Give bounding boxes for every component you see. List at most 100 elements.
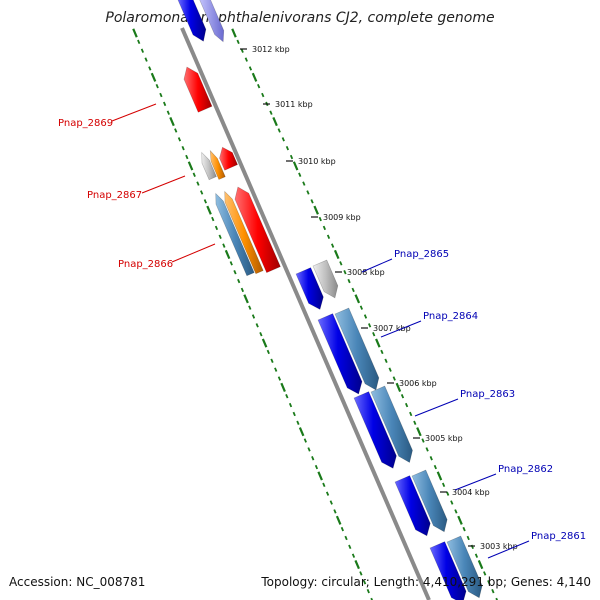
tick-mark — [429, 456, 433, 461]
tick-mark — [441, 482, 446, 488]
gene-arrow — [209, 149, 226, 180]
kbp-label: 3008 kbp — [347, 268, 385, 277]
gene-label: Pnap_2865 — [394, 249, 449, 260]
tick-mark — [395, 382, 402, 392]
tick-mark — [137, 39, 141, 45]
tick-mark — [261, 92, 265, 98]
kbp-label: 3010 kbp — [298, 157, 336, 166]
tick-mark — [477, 559, 484, 570]
tick-mark — [339, 261, 343, 266]
tick-mark — [462, 526, 466, 532]
gene-arrow — [177, 0, 207, 42]
tick-mark — [280, 382, 286, 392]
tick-mark — [313, 205, 319, 215]
tick-mark — [433, 464, 437, 470]
tick-mark — [285, 145, 290, 151]
tick-mark — [307, 447, 311, 452]
tick-mark — [354, 294, 361, 304]
gene-arrow — [353, 391, 397, 469]
genome-summary: Topology: circular; Length: 4,410,291 bp… — [261, 575, 591, 589]
tick-mark — [384, 358, 388, 363]
tick-mark — [495, 597, 498, 600]
tick-mark — [274, 367, 278, 372]
gene-arrow — [199, 0, 225, 43]
tick-mark — [218, 234, 222, 239]
kbp-label: 3012 kbp — [252, 45, 290, 54]
leader-line — [111, 103, 157, 122]
tick-mark — [288, 402, 293, 408]
gene-arrow — [429, 541, 467, 600]
tick-mark — [329, 500, 333, 505]
kbp-scale: 3012 kbp 3011 kbp 3010 kbp 3009 kbp 3008 kbp… — [240, 45, 518, 551]
kbp-label: 3003 kbp — [480, 542, 518, 551]
gene-features — [177, 0, 483, 600]
tick-mark — [351, 553, 356, 558]
tick-mark — [446, 491, 450, 496]
tick-mark — [421, 438, 425, 443]
tick-mark — [240, 287, 244, 293]
tick-mark — [400, 394, 405, 399]
tick-mark — [333, 509, 337, 514]
tick-mark — [251, 72, 258, 82]
tick-mark — [251, 314, 256, 319]
tick-mark — [368, 323, 372, 328]
leader-line — [171, 243, 216, 263]
kbp-label: 3004 kbp — [452, 488, 490, 497]
gene-arrow — [317, 313, 363, 395]
leader-line — [141, 175, 186, 194]
tick-mark — [450, 500, 454, 505]
tick-mark — [224, 249, 231, 260]
tick-mark — [231, 28, 237, 38]
tick-mark — [296, 420, 300, 426]
tick-mark — [150, 72, 157, 82]
tick-mark — [261, 338, 268, 348]
tick-mark — [318, 216, 322, 222]
gene-arrow — [183, 66, 213, 113]
leader-line — [487, 540, 530, 559]
gene-label: Pnap_2867 — [87, 190, 142, 201]
tick-mark — [370, 597, 373, 600]
tick-mark — [270, 358, 274, 363]
tick-mark — [487, 580, 491, 585]
tick-mark — [166, 110, 170, 115]
tick-mark — [233, 270, 237, 275]
tick-mark — [140, 48, 145, 53]
tick-mark — [169, 117, 175, 127]
gene-arrow — [224, 190, 264, 275]
tick-mark — [326, 234, 331, 239]
tick-mark — [380, 349, 384, 355]
tick-mark — [285, 394, 289, 399]
tick-mark — [303, 438, 307, 443]
gene-label: Pnap_2862 — [498, 464, 553, 475]
tick-mark — [388, 367, 392, 372]
leader-line — [454, 473, 497, 491]
tick-mark — [211, 216, 215, 222]
tick-mark — [259, 332, 263, 337]
tick-mark — [392, 376, 396, 381]
tick-mark — [181, 145, 185, 151]
tick-mark — [351, 287, 355, 293]
tick-mark — [347, 278, 351, 284]
tick-mark — [243, 294, 249, 304]
tick-mark — [206, 205, 212, 215]
tick-mark — [466, 535, 470, 541]
tick-mark — [203, 199, 207, 204]
tick-mark — [302, 181, 306, 186]
tick-mark — [298, 427, 305, 437]
tick-mark — [289, 154, 294, 160]
tick-mark — [236, 39, 240, 45]
gene-label: Pnap_2864 — [423, 311, 478, 322]
gene-arrow — [394, 475, 431, 537]
tick-mark — [457, 515, 463, 525]
tick-mark — [404, 402, 409, 408]
gene-arrow — [370, 385, 413, 463]
tick-mark — [325, 491, 330, 496]
kbp-label: 3005 kbp — [425, 434, 463, 443]
leader-line — [414, 398, 459, 417]
gene-arrow — [334, 307, 380, 391]
tick-mark — [425, 447, 429, 452]
tick-mark — [144, 57, 148, 62]
tick-mark — [277, 376, 282, 381]
kbp-label: 3009 kbp — [323, 213, 361, 222]
tick-mark — [409, 411, 413, 417]
